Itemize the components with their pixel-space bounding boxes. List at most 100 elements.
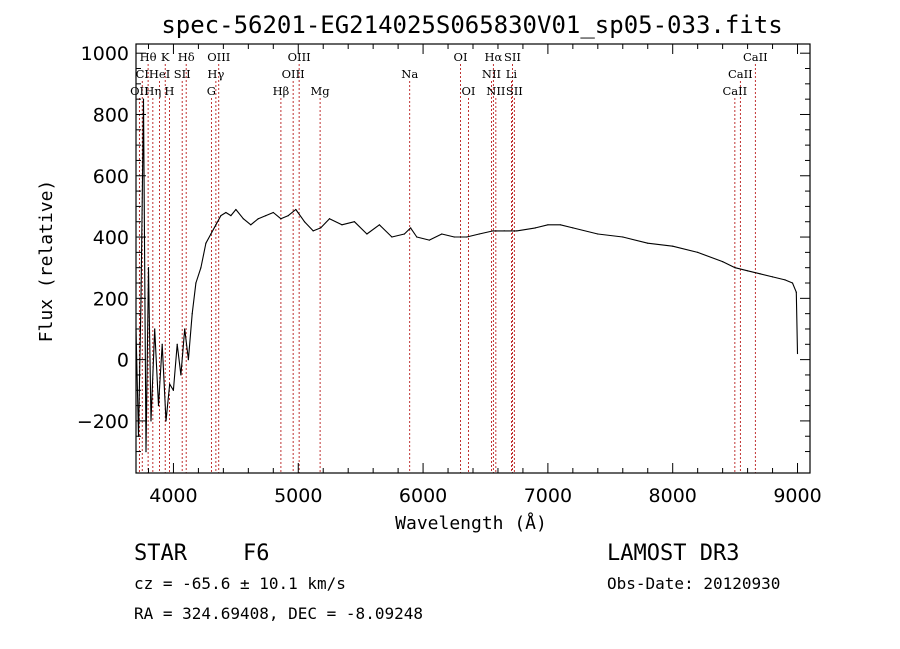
spectrum-point [215,224,217,226]
spectrum-point [672,245,674,247]
line-marker-label: Hγ [207,67,224,81]
spectrum-point [353,221,355,223]
spectrum-point [791,282,794,284]
line-marker-label: Mg [311,84,331,98]
line-marker-label: Hβ [273,84,290,98]
line-marker-label: K [161,50,170,64]
spectrum-point [161,343,163,345]
spectrum-point [250,224,252,226]
spectrum-point [169,383,171,385]
spectrum-point [391,236,393,238]
x-tick-label: 9000 [773,485,821,507]
x-tick-label: 5000 [274,485,322,507]
axis-ticks: 4000 5000 6000 7000 8000 9000 −200 0 200 400 600 80… [77,43,822,507]
line-marker-label: G [207,84,216,98]
line-marker-label: SII [174,67,191,81]
spectrum-point [410,227,412,229]
line-marker-label: OI [454,50,468,64]
spectrum-point [492,230,494,232]
spectrum-point [242,218,244,220]
line-marker-label: CaII [728,67,753,81]
line-marker-label: Hθ [140,50,157,64]
spectrum-point [210,233,212,235]
spectrum-point [184,328,186,330]
spectrum-point [312,230,314,232]
spectrum-point [341,224,343,226]
object-subclass: F6 [243,541,270,566]
spectrum-point [150,420,152,422]
spectrum-point [287,215,289,217]
spectrum-point [772,276,774,278]
spectrum-point [220,215,222,217]
spectrum-point [572,227,574,229]
spectrum-point [534,227,537,229]
spectrum-point [303,221,306,223]
spectrum-line [135,98,799,453]
line-marker-label: OIII [282,67,305,81]
spectrum-point [597,233,599,235]
line-marker-label: OIII [288,50,311,64]
spectrum-point [796,352,799,355]
spectrum-point [165,420,167,422]
spectrum-point [547,224,549,226]
plot-frame [135,43,811,474]
y-tick-label: 1000 [81,43,129,65]
line-marker-label: SII [504,50,521,64]
spectrum-point [180,374,182,376]
line-marker-label: Li [506,67,518,81]
spectrum-point [200,267,202,269]
spectrum-point [280,218,282,220]
line-marker-label: Hα [484,50,502,64]
spectrum-point [195,282,197,284]
line-marker-label: HeI [149,67,170,81]
spectrum-point [441,233,443,235]
y-tick-label: 600 [93,166,129,188]
x-tick-label: 7000 [524,485,572,507]
spectrum-point [503,230,505,232]
spectrum-point [154,328,156,330]
spectrum-point [453,236,455,238]
y-tick-label: 200 [93,288,129,310]
spectrum-point [784,279,786,281]
spectrum-point [147,267,150,269]
line-marker-label: CaII [743,50,768,64]
x-tick-label: 6000 [399,485,447,507]
line-marker-label: Na [401,67,418,81]
line-marker-label: Hδ [178,50,195,64]
spectrum-point [265,215,267,217]
spectrum-point [647,242,649,244]
spectrum-point [759,273,761,275]
spectrum-point [187,359,189,361]
line-marker-label: OI [462,84,476,98]
spectrum-point [478,233,480,235]
spectrum-point [747,270,749,272]
chart-title: spec-56201-EG214025S065830V01_sp05-033.f… [161,11,782,39]
line-marker-label: OII [130,84,149,98]
spectrum-point [795,291,797,293]
spectrum-point [205,242,207,244]
y-tick-label: 800 [93,104,129,126]
ra-dec: RA = 324.69408, DEC = -8.09248 [134,604,423,623]
spectrum-point [622,236,624,238]
spectrum-point [428,239,430,241]
line-marker-label: OIII [207,50,230,64]
spectrum-point [559,224,562,226]
spectrum-point [416,236,418,238]
spectrum-point [516,230,518,232]
spectrum-point [295,208,297,211]
spectrum-point [697,251,699,253]
line-marker-label: CI [136,67,149,81]
redshift-info: cz = -65.6 ± 10.1 km/s [134,574,346,593]
spectrum-point [176,343,178,345]
spectrum-point [225,211,227,214]
line-marker-label: Hη [144,84,161,98]
line-marker-label: SII [506,84,523,98]
spectrum-point [366,233,368,235]
spectrum-point [235,208,237,211]
spectrum-point [272,211,274,214]
line-marker-label: CaII [722,84,747,98]
y-tick-label: 0 [117,350,129,372]
spectrum-series [135,98,799,453]
obs-date: Obs-Date: 20120930 [607,574,780,593]
